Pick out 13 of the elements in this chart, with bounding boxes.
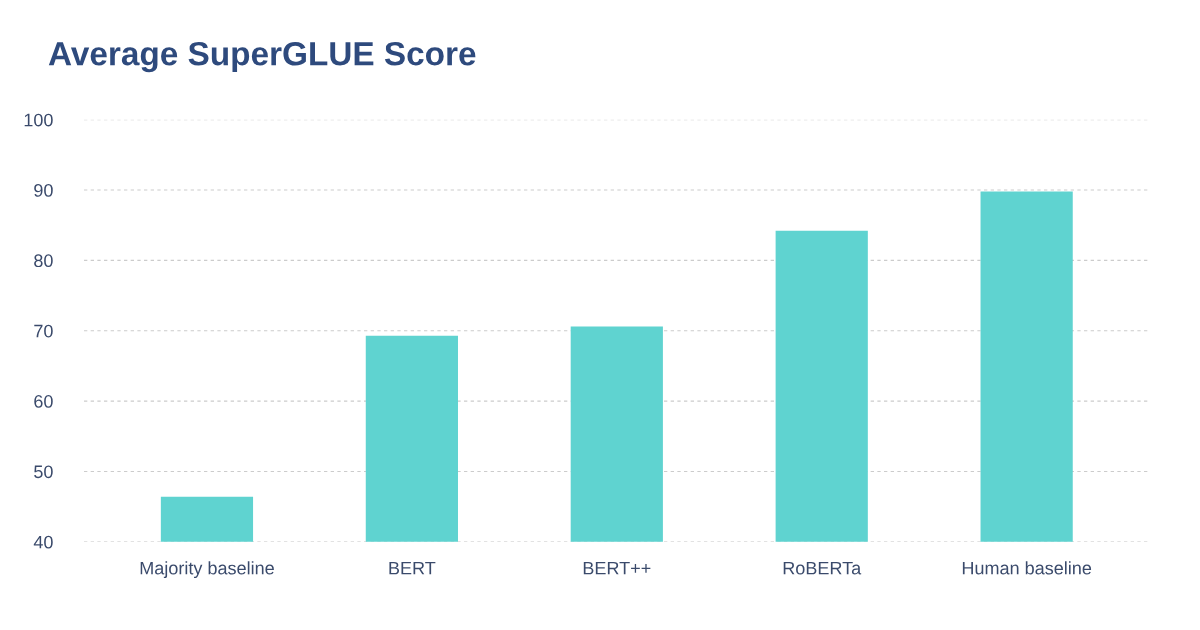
x-tick-label: BERT++ bbox=[583, 561, 651, 575]
x-tick-label: RoBERTa bbox=[783, 561, 862, 575]
chart-title: Average SuperGLUE Score bbox=[48, 41, 476, 73]
y-tick-label: 60 bbox=[34, 395, 53, 408]
y-tick-label: 70 bbox=[34, 324, 53, 338]
x-tick-label: Human baseline bbox=[962, 561, 1092, 575]
x-tick-label: BERT bbox=[389, 561, 436, 575]
y-tick-label: 50 bbox=[34, 465, 53, 479]
y-tick-label: 40 bbox=[33, 535, 53, 549]
y-tick-label: 80 bbox=[34, 254, 53, 268]
x-tick-label: Majority baseline bbox=[140, 561, 274, 579]
y-tick-label: 100 bbox=[24, 113, 53, 127]
y-tick-label: 90 bbox=[34, 183, 53, 197]
